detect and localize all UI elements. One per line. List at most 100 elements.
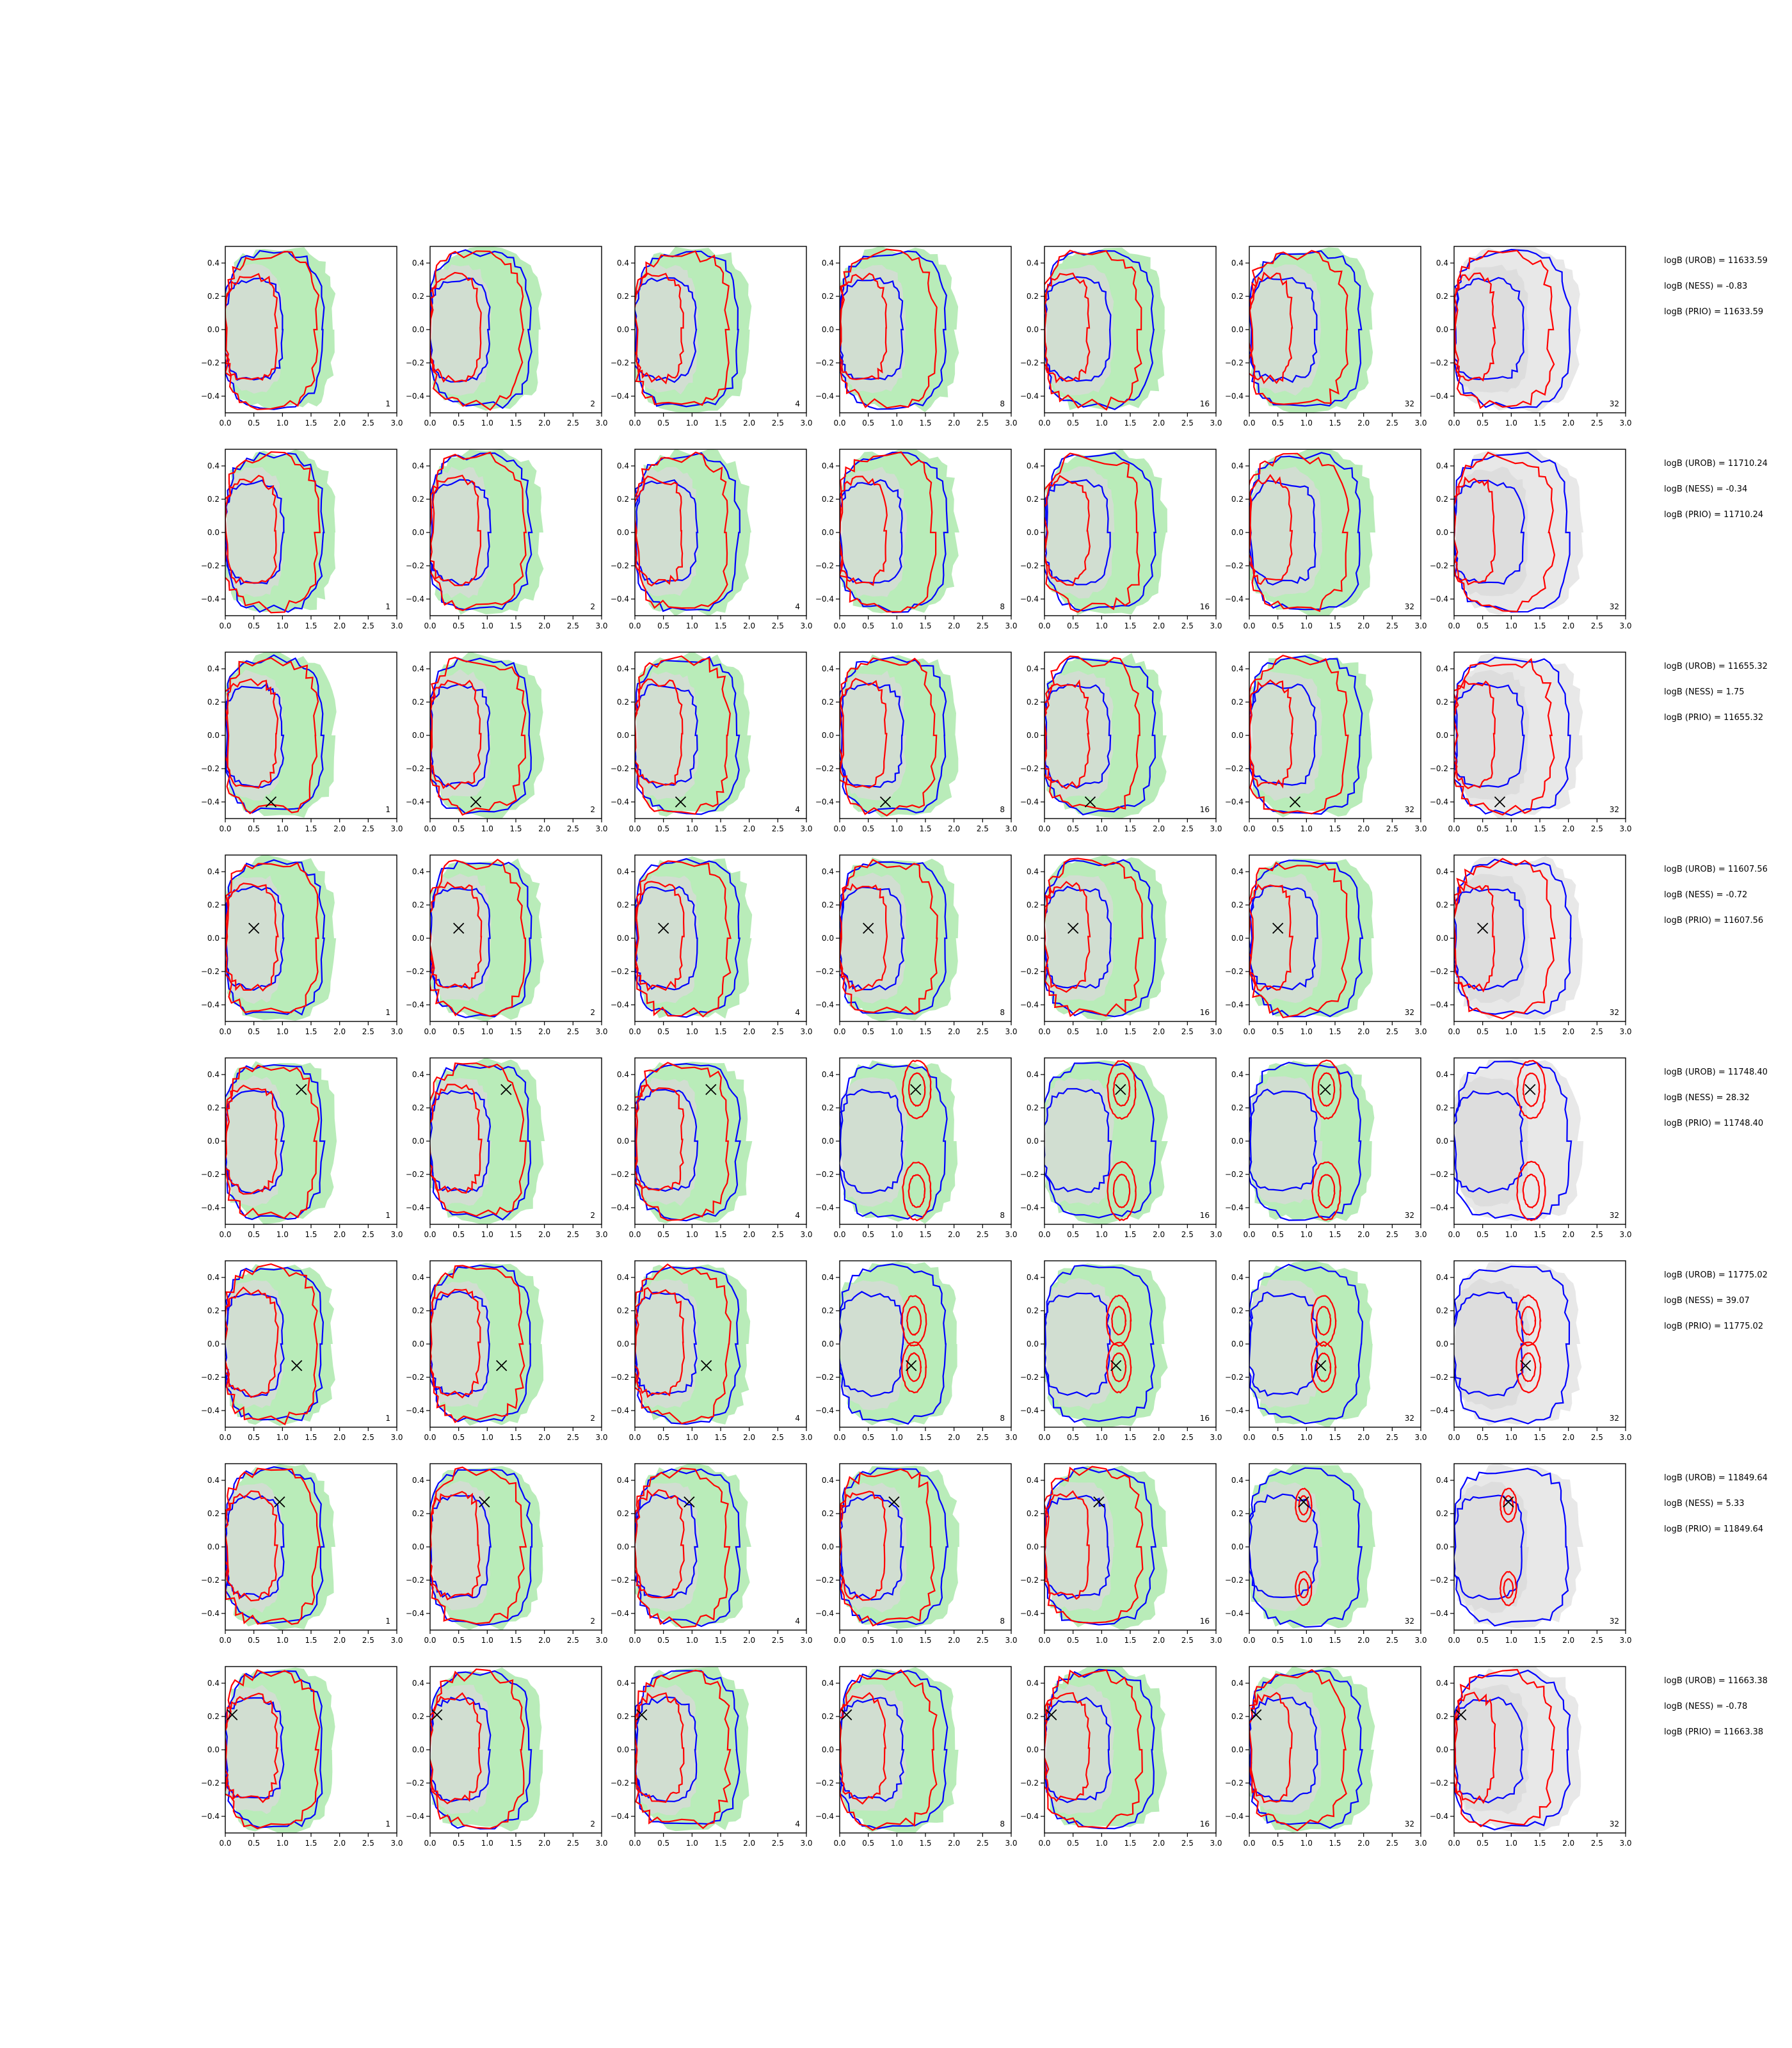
x-tick-label: 1.5 — [509, 824, 522, 833]
x-tick-label: 0.0 — [219, 1027, 231, 1036]
x-tick-label: 0.5 — [1476, 621, 1489, 630]
y-tick-label: −0.2 — [1020, 1373, 1039, 1382]
panel: 0.4 0.2 0.0 −0.2 −0.4 0.0 0.5 1.0 1.5 2.0 2.5 3.0 8 — [815, 1057, 1018, 1239]
truth-marker — [1524, 1084, 1536, 1096]
y-tick-label: −0.4 — [611, 1812, 629, 1821]
y-tick-label: 0.0 — [1231, 1340, 1244, 1348]
x-tick-label: 0.0 — [1448, 824, 1460, 833]
panel-index-label: 4 — [795, 1211, 800, 1220]
posterior-fill-inner — [840, 1280, 907, 1411]
panel: 0.4 0.2 0.0 −0.2 −0.4 0.0 0.5 1.0 1.5 2.0 2.5 3.0 2 — [406, 1057, 608, 1239]
x-tick-label: 1.5 — [509, 1433, 522, 1442]
x-tick-label: 3.0 — [1414, 1027, 1427, 1036]
x-tick-label: 2.0 — [1357, 1839, 1370, 1848]
x-tick-label: 2.0 — [1562, 1636, 1574, 1645]
x-tick-label: 1.5 — [305, 1230, 317, 1239]
red-contour-outer — [1295, 1571, 1313, 1606]
blue-contour-inner — [430, 1090, 492, 1193]
x-tick-label: 0.0 — [1448, 1433, 1460, 1442]
x-tick-label: 3.0 — [390, 1636, 403, 1645]
x-tick-label: 1.5 — [919, 621, 931, 630]
x-tick-label: 3.0 — [1619, 621, 1631, 630]
x-tick-label: 1.5 — [509, 1230, 522, 1239]
y-tick-label: −0.4 — [201, 1406, 220, 1415]
x-tick-label: 0.0 — [1448, 419, 1460, 428]
blue-contour-outer — [1249, 1263, 1364, 1425]
x-tick-label: 2.0 — [333, 419, 346, 428]
posterior-fill-inner — [1249, 1683, 1322, 1815]
red-contour-outer — [1249, 452, 1350, 612]
y-tick-label: 0.0 — [1436, 731, 1448, 740]
x-tick-label: 3.0 — [390, 1230, 403, 1239]
red-contour-outer — [840, 1468, 936, 1627]
blue-contour-outer — [635, 250, 739, 408]
x-tick-label: 0.5 — [1272, 1839, 1284, 1848]
x-tick-label: 1.0 — [481, 621, 493, 630]
y-tick-label: 0.0 — [822, 731, 834, 740]
panel: 0.4 0.2 0.0 −0.2 −0.4 0.0 0.5 1.0 1.5 2.0 2.5 3.0 16 — [1020, 246, 1222, 428]
x-tick-label: 1.5 — [1124, 1636, 1136, 1645]
y-tick-label: −0.2 — [1225, 561, 1244, 570]
x-tick-label: 0.5 — [1272, 1433, 1284, 1442]
posterior-fill-inner — [635, 671, 699, 800]
panel: 0.4 0.2 0.0 −0.2 −0.4 0.0 0.5 1.0 1.5 2.0 2.5 3.0 32 — [1430, 652, 1632, 833]
y-tick-label: −0.4 — [406, 1812, 424, 1821]
red-contour-inner — [1298, 1578, 1309, 1599]
y-tick-label: 0.0 — [617, 1745, 629, 1754]
red-contour-inner — [1520, 1306, 1537, 1336]
blue-contour-outer — [225, 654, 325, 814]
y-tick-label: −0.4 — [201, 595, 220, 604]
y-tick-label: −0.2 — [815, 1576, 834, 1585]
x-tick-label: 3.0 — [390, 824, 403, 833]
posterior-fill-inner — [1454, 1278, 1530, 1410]
x-tick-label: 0.0 — [628, 1230, 641, 1239]
panel: 0.4 0.2 0.0 −0.2 −0.4 0.0 0.5 1.0 1.5 2.0 2.5 3.0 8 — [815, 246, 1018, 428]
red-contour-inner — [840, 1692, 887, 1805]
x-tick-label: 3.0 — [390, 419, 403, 428]
x-tick-label: 3.0 — [1414, 1433, 1427, 1442]
x-tick-label: 2.0 — [743, 419, 755, 428]
posterior-fill-inner — [225, 1075, 284, 1208]
y-tick-label: −0.2 — [611, 967, 629, 976]
y-tick-label: 0.2 — [412, 1306, 424, 1315]
red-contour-inner — [840, 883, 888, 993]
red-contour-inner — [906, 1352, 922, 1382]
x-tick-label: 0.5 — [248, 1027, 260, 1036]
x-tick-label: 2.5 — [772, 1839, 784, 1848]
y-tick-label: −0.4 — [406, 1203, 424, 1212]
y-tick-label: 0.4 — [1436, 1273, 1448, 1282]
panel-index-label: 4 — [795, 1008, 800, 1017]
red-contour-outer — [1516, 1160, 1546, 1222]
red-contour-outer — [1454, 250, 1555, 410]
blue-contour-inner — [840, 682, 904, 788]
blue-contour-inner — [1454, 1292, 1524, 1397]
y-tick-label: 0.0 — [617, 1340, 629, 1348]
x-tick-label: 2.0 — [948, 621, 960, 630]
y-tick-label: −0.4 — [406, 1000, 424, 1009]
y-tick-label: 0.4 — [207, 1679, 220, 1688]
y-tick-label: 0.2 — [1436, 900, 1448, 909]
y-tick-label: 0.2 — [412, 1509, 424, 1518]
y-tick-label: −0.4 — [1020, 1609, 1039, 1618]
x-tick-label: 1.5 — [1124, 621, 1136, 630]
logb-annotation: logB (UROB) = 11633.59 — [1664, 256, 1768, 266]
blue-contour-outer — [430, 1468, 533, 1626]
y-tick-label: 0.4 — [412, 867, 424, 876]
x-tick-label: 1.0 — [686, 1433, 698, 1442]
posterior-fill-inner — [1249, 1279, 1322, 1409]
panel: 0.4 0.2 0.0 −0.2 −0.4 0.0 0.5 1.0 1.5 2.0 2.5 3.0 16 — [1020, 1260, 1222, 1442]
y-tick-label: 0.4 — [617, 259, 629, 268]
red-contour-outer — [1516, 1060, 1546, 1119]
y-tick-label: −0.4 — [815, 1203, 834, 1212]
y-tick-label: 0.2 — [1436, 698, 1448, 707]
panel: 0.4 0.2 0.0 −0.2 −0.4 0.0 0.5 1.0 1.5 2.0 2.5 3.0 8 — [815, 1260, 1018, 1442]
x-tick-label: 1.0 — [1300, 419, 1313, 428]
x-tick-label: 2.5 — [1591, 1636, 1603, 1645]
x-tick-label: 2.5 — [772, 1230, 784, 1239]
y-tick-label: −0.2 — [406, 967, 424, 976]
x-tick-label: 1.0 — [481, 419, 493, 428]
x-tick-label: 2.0 — [333, 1839, 346, 1848]
x-tick-label: 1.0 — [1096, 1230, 1108, 1239]
x-tick-label: 1.5 — [305, 1433, 317, 1442]
x-tick-label: 0.5 — [1272, 1636, 1284, 1645]
